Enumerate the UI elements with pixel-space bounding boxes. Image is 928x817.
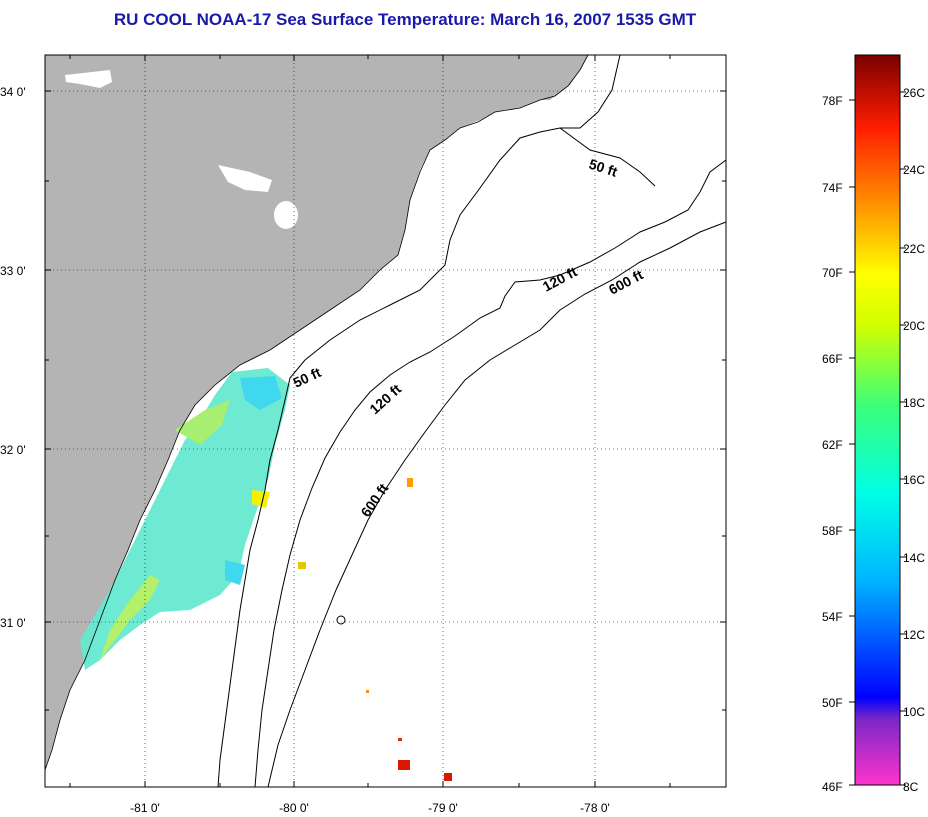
colorbar-f-label: 70F xyxy=(822,266,843,280)
sst-pixel xyxy=(398,738,402,741)
sst-pixel xyxy=(407,478,413,487)
sst-cool-patch xyxy=(240,376,282,410)
colorbar-c-label: 16C xyxy=(903,473,926,487)
map-frame xyxy=(44,54,727,788)
colorbar-f-label: 78F xyxy=(822,94,843,108)
colorbar-ticks xyxy=(849,91,906,786)
sst-warm-patch xyxy=(252,490,270,508)
lat-tick-label: 33 0' xyxy=(0,264,26,278)
seamount-contour xyxy=(336,615,346,625)
colorbar-c-label: 26C xyxy=(903,86,926,100)
colorbar-c-label: 24C xyxy=(903,163,926,177)
sst-pixel xyxy=(398,760,410,770)
colorbar-c-label: 14C xyxy=(903,551,926,565)
tick-marks xyxy=(45,55,726,787)
sst-pixel xyxy=(298,562,306,569)
contour-120ft xyxy=(254,159,727,788)
lat-tick-label: 31 0' xyxy=(0,616,26,630)
colorbar-f-label: 54F xyxy=(822,610,843,624)
land-mass xyxy=(45,55,588,770)
lat-tick-label: 34 0' xyxy=(0,85,26,99)
lon-tick-label: -78 0' xyxy=(580,801,610,815)
land-patch xyxy=(274,201,298,229)
colorbar-f-label: 62F xyxy=(822,438,843,452)
colorbar-c-label: 22C xyxy=(903,242,926,256)
contour-50ft xyxy=(217,54,621,788)
colorbar-f-label: 66F xyxy=(822,352,843,366)
land-patch xyxy=(218,165,272,192)
map-title: RU COOL NOAA-17 Sea Surface Temperature:… xyxy=(113,10,697,29)
lon-tick-label: -79 0' xyxy=(428,801,458,815)
colorbar-c-label: 8C xyxy=(903,780,919,794)
gridlines xyxy=(45,55,726,787)
colorbar-f-label: 46F xyxy=(822,780,843,794)
colorbar-c-label: 18C xyxy=(903,396,926,410)
sst-data-region xyxy=(80,368,290,670)
colorbar xyxy=(854,54,901,786)
lat-tick-label: 32 0' xyxy=(0,443,26,457)
lon-tick-label: -81 0' xyxy=(130,801,160,815)
coastline xyxy=(44,54,589,771)
contour-50ft-upper xyxy=(559,127,656,187)
colorbar-f-label: 50F xyxy=(822,696,843,710)
sst-warm-patch xyxy=(175,400,230,445)
land-patch xyxy=(65,70,112,88)
colorbar-f-label: 74F xyxy=(822,181,843,195)
colorbar-c-label: 20C xyxy=(903,319,926,333)
sst-cool-patch xyxy=(225,560,245,585)
colorbar-c-label: 12C xyxy=(903,628,926,642)
sst-warm-patch xyxy=(100,575,160,660)
colorbar-c-label: 10C xyxy=(903,705,926,719)
sst-pixel xyxy=(366,690,369,693)
sst-pixel xyxy=(444,773,452,781)
lon-tick-label: -80 0' xyxy=(279,801,309,815)
contour-600ft xyxy=(267,221,727,788)
colorbar-f-label: 58F xyxy=(822,524,843,538)
